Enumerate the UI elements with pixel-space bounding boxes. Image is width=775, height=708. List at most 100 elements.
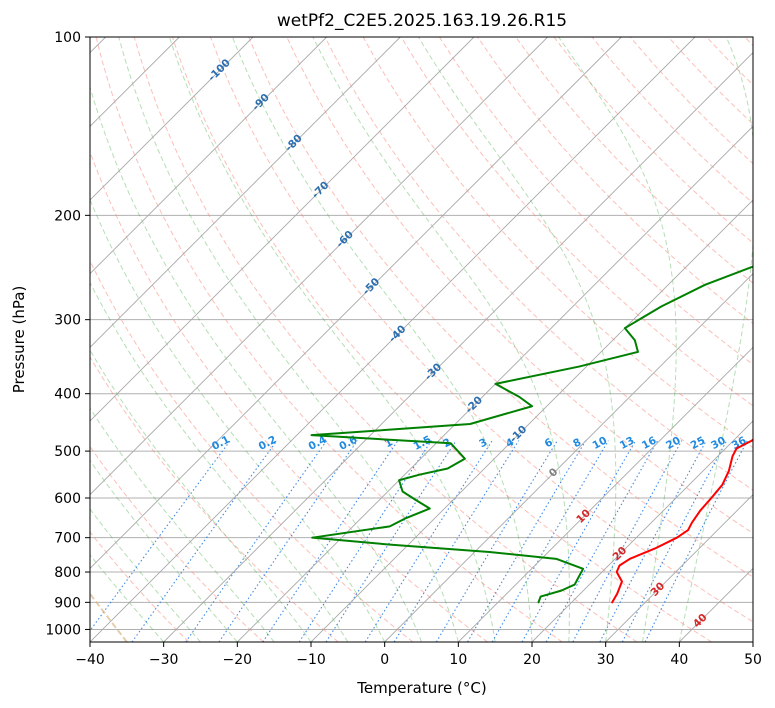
y-tick: 900 <box>54 595 90 611</box>
y-tick: 800 <box>54 565 90 581</box>
isotherms <box>90 37 753 642</box>
moist-adiabat <box>90 281 349 642</box>
dry-adiabat <box>324 37 753 491</box>
mixing-ratio-line <box>131 440 278 642</box>
dry-adiabat <box>90 150 488 642</box>
moist-adiabat <box>558 37 677 642</box>
y-tick-label: 400 <box>54 387 81 403</box>
isotherm <box>90 37 696 642</box>
x-tick-label: 20 <box>523 652 541 668</box>
plot-frame <box>89 36 754 643</box>
y-tick-label: 100 <box>54 30 81 46</box>
mixing-ratio-lines <box>90 440 748 642</box>
y-tick-label: 700 <box>54 531 81 547</box>
dry-adiabat <box>171 37 712 642</box>
mixing-ratio-line <box>218 440 358 642</box>
x-tick: 50 <box>744 642 762 668</box>
mixing-ratio-line <box>467 440 587 642</box>
isotherm <box>90 37 401 348</box>
x-tick: −10 <box>296 642 326 668</box>
y-tick-label: 900 <box>54 595 81 611</box>
isotherm <box>163 52 753 642</box>
x-tick-label: 10 <box>449 652 467 668</box>
x-tick-label: −30 <box>149 652 179 668</box>
x-tick: 20 <box>523 642 541 668</box>
x-tick-label: −40 <box>75 652 105 668</box>
dewpoint-profile-line <box>310 265 753 604</box>
dry-adiabat <box>90 356 339 642</box>
mixing-ratio-line <box>572 440 683 642</box>
x-axis-ticks: −40 −30 −20 −10 0 10 20 30 40 50 <box>75 642 762 668</box>
isotherm <box>90 37 622 569</box>
isotherm <box>531 420 753 642</box>
moist-adiabat <box>678 37 753 642</box>
y-tick-label: 1000 <box>45 622 81 638</box>
mixing-ratio-labels: 0.1 0.2 0.4 0.6 1 1.5 2 3 4 6 8 10 13 16 20 25 30 36 <box>210 434 749 453</box>
y-tick-label: 800 <box>54 565 81 581</box>
mixing-ratio-line <box>644 440 748 642</box>
y-tick: 600 <box>54 491 90 507</box>
x-axis-label: Temperature (°C) <box>356 679 486 697</box>
moist-adiabat <box>231 37 533 642</box>
y-axis-ticks: 100 200 300 400 500 600 700 800 900 1000 <box>45 30 90 638</box>
mixing-ratio-line <box>90 440 231 632</box>
mixing-ratio-line <box>435 440 558 642</box>
x-tick: −40 <box>75 642 105 668</box>
y-tick-label: 300 <box>54 313 81 329</box>
isotherm <box>237 125 753 642</box>
isotherm <box>458 346 753 642</box>
x-tick: 30 <box>597 642 615 668</box>
x-tick-label: 30 <box>597 652 615 668</box>
mixing-ratio-line <box>521 440 637 642</box>
isotherm <box>90 37 254 201</box>
mixing-ratio-line <box>364 440 493 642</box>
x-tick-label: −10 <box>296 652 326 668</box>
x-tick: 0 <box>380 642 389 668</box>
x-tick-label: 40 <box>670 652 688 668</box>
y-tick-label: 600 <box>54 491 81 507</box>
dry-adiabat <box>210 37 753 623</box>
y-tick: 400 <box>54 387 90 403</box>
mixing-ratio-line <box>262 440 399 642</box>
dry-adiabat <box>90 445 264 642</box>
y-tick: 100 <box>54 30 90 46</box>
dry-adiabats <box>90 37 753 642</box>
dry-adiabat <box>515 37 753 284</box>
y-tick-label: 500 <box>54 444 81 460</box>
moist-adiabat <box>418 37 617 642</box>
x-tick-label: 0 <box>380 652 389 668</box>
isotherm <box>384 273 753 642</box>
profile-series <box>310 265 753 604</box>
dry-adiabat <box>90 531 190 642</box>
moist-adiabat <box>90 198 386 642</box>
x-tick-label: −20 <box>223 652 253 668</box>
y-tick-label: 200 <box>54 208 81 224</box>
dry-adiabat <box>133 37 638 642</box>
moist-adiabat <box>168 37 496 642</box>
mixing-ratio-line <box>185 440 328 642</box>
moist-adiabat <box>90 459 238 642</box>
y-tick: 1000 <box>45 622 90 638</box>
x-tick: −20 <box>223 642 253 668</box>
isotherm <box>310 199 753 642</box>
x-tick: 40 <box>670 642 688 668</box>
dry-adiabat <box>400 37 753 407</box>
x-tick-label: 50 <box>744 652 762 668</box>
moist-adiabat <box>312 37 570 642</box>
isotherm <box>90 37 548 496</box>
y-tick: 700 <box>54 531 90 547</box>
y-axis-label: Pressure (hPa) <box>10 286 28 394</box>
dry-adiabat <box>248 37 753 578</box>
mixing-ratio-line <box>545 440 659 642</box>
moist-adiabat <box>90 407 275 642</box>
y-tick: 500 <box>54 444 90 460</box>
temperature-profile-line <box>611 438 753 604</box>
isotherm <box>605 494 753 642</box>
y-tick: 200 <box>54 208 90 224</box>
plot-background-lines <box>90 37 753 642</box>
moist-adiabat <box>118 37 459 642</box>
dry-adiabat <box>439 37 753 366</box>
mixing-ratio-line <box>325 440 457 642</box>
chart-title: wetPf2_C2E5.2025.163.19.26.R15 <box>277 11 567 31</box>
